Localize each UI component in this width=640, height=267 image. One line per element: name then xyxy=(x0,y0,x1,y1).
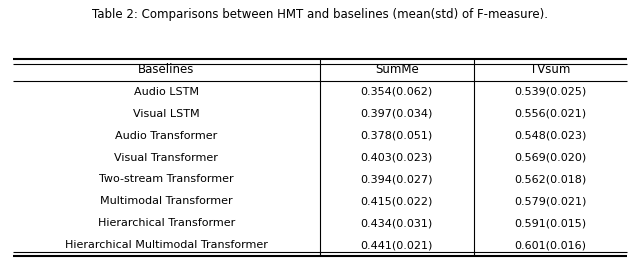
Text: SumMe: SumMe xyxy=(375,63,419,76)
Text: 0.548(0.023): 0.548(0.023) xyxy=(514,131,587,141)
Text: 0.394(0.027): 0.394(0.027) xyxy=(360,174,433,184)
Text: 0.579(0.021): 0.579(0.021) xyxy=(514,197,587,206)
Text: Multimodal Transformer: Multimodal Transformer xyxy=(100,197,233,206)
Text: Two-stream Transformer: Two-stream Transformer xyxy=(99,174,234,184)
Text: 0.569(0.020): 0.569(0.020) xyxy=(515,152,586,163)
Text: 0.415(0.022): 0.415(0.022) xyxy=(360,197,433,206)
Text: Visual Transformer: Visual Transformer xyxy=(115,152,218,163)
Text: 0.378(0.051): 0.378(0.051) xyxy=(361,131,433,141)
Text: 0.539(0.025): 0.539(0.025) xyxy=(515,87,586,97)
Text: 0.403(0.023): 0.403(0.023) xyxy=(361,152,433,163)
Text: 0.397(0.034): 0.397(0.034) xyxy=(360,109,433,119)
Text: TVsum: TVsum xyxy=(530,63,571,76)
Text: 0.441(0.021): 0.441(0.021) xyxy=(360,240,433,250)
Text: 0.591(0.015): 0.591(0.015) xyxy=(515,218,586,228)
Text: Table 2: Comparisons between HMT and baselines (mean(std) of F-measure).: Table 2: Comparisons between HMT and bas… xyxy=(92,8,548,21)
Text: Audio LSTM: Audio LSTM xyxy=(134,87,199,97)
Text: 0.556(0.021): 0.556(0.021) xyxy=(515,109,586,119)
Text: Hierarchical Transformer: Hierarchical Transformer xyxy=(98,218,235,228)
Text: Baselines: Baselines xyxy=(138,63,195,76)
Text: Visual LSTM: Visual LSTM xyxy=(133,109,200,119)
Text: 0.601(0.016): 0.601(0.016) xyxy=(515,240,586,250)
Text: Audio Transformer: Audio Transformer xyxy=(115,131,218,141)
Text: 0.434(0.031): 0.434(0.031) xyxy=(361,218,433,228)
Text: 0.562(0.018): 0.562(0.018) xyxy=(515,174,586,184)
Text: 0.354(0.062): 0.354(0.062) xyxy=(361,87,433,97)
Text: Hierarchical Multimodal Transformer: Hierarchical Multimodal Transformer xyxy=(65,240,268,250)
